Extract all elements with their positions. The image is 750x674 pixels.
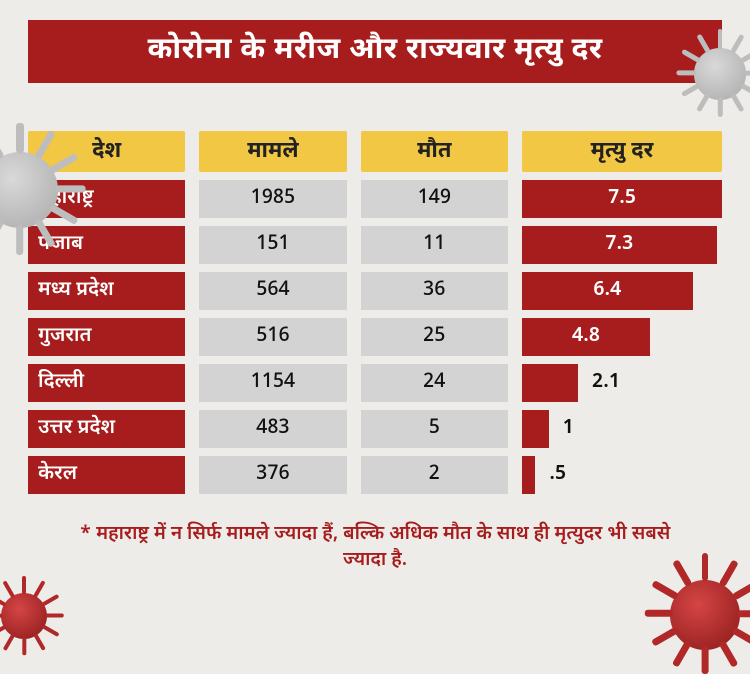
state-cell: गुजरात — [28, 318, 185, 356]
deaths-cell: 36 — [361, 272, 508, 310]
state-cell: उत्तर प्रदेश — [28, 410, 185, 448]
cases-cell: 151 — [199, 226, 346, 264]
state-label: मध्य प्रदेश — [38, 278, 114, 304]
virus-decoration-icon — [0, 580, 60, 652]
deaths-cell: 11 — [361, 226, 508, 264]
rate-value: .5 — [549, 462, 566, 488]
cases-cell: 1985 — [199, 180, 346, 218]
state-cell: महाराष्ट्र — [28, 180, 185, 218]
data-table: देश महाराष्ट्र पंजाब मध्य प्रदेश गुजरात … — [28, 131, 722, 494]
deaths-cell: 25 — [361, 318, 508, 356]
state-label: केरल — [38, 462, 77, 488]
virus-decoration-icon — [650, 560, 750, 670]
deaths-cell: 24 — [361, 364, 508, 402]
cases-cell: 516 — [199, 318, 346, 356]
header-deaths: मौत — [361, 131, 508, 172]
rate-row: 7.3 — [522, 226, 722, 264]
rate-value: 6.4 — [522, 278, 693, 304]
rate-value: 7.3 — [522, 232, 717, 258]
cases-cell: 483 — [199, 410, 346, 448]
rate-bar — [522, 410, 549, 448]
title-text: कोरोना के मरीज और राज्यवार मृत्यु दर — [147, 32, 602, 71]
column-state: देश महाराष्ट्र पंजाब मध्य प्रदेश गुजरात … — [28, 131, 185, 494]
cases-cell: 376 — [199, 456, 346, 494]
footnote: * महाराष्ट्र में न सिर्फ मामले ज्यादा है… — [60, 522, 690, 573]
state-label: दिल्ली — [38, 370, 84, 396]
rate-value: 1 — [563, 416, 574, 442]
state-cell: मध्य प्रदेश — [28, 272, 185, 310]
state-label: उत्तर प्रदेश — [38, 416, 115, 442]
column-deaths: मौत 149 11 36 25 24 5 2 — [361, 131, 508, 494]
rate-row: 6.4 — [522, 272, 722, 310]
title-bar: कोरोना के मरीज और राज्यवार मृत्यु दर — [28, 20, 722, 83]
rate-bar — [522, 456, 535, 494]
rate-value: 4.8 — [522, 324, 650, 350]
cases-cell: 564 — [199, 272, 346, 310]
state-cell: पंजाब — [28, 226, 185, 264]
deaths-cell: 5 — [361, 410, 508, 448]
rate-row: .5 — [522, 456, 722, 494]
header-cases: मामले — [199, 131, 346, 172]
rate-bar — [522, 364, 578, 402]
state-cell: केरल — [28, 456, 185, 494]
state-label: पंजाब — [38, 232, 83, 258]
rate-row: 7.5 — [522, 180, 722, 218]
rate-value: 7.5 — [522, 186, 722, 212]
rate-value: 2.1 — [592, 370, 620, 396]
column-cases: मामले 1985 151 564 516 1154 483 376 — [199, 131, 346, 494]
rate-row: 1 — [522, 410, 722, 448]
column-rate: मृत्यु दर 7.5 7.3 6.4 4.8 2.1 1 .5 — [522, 131, 722, 494]
rate-row: 4.8 — [522, 318, 722, 356]
rate-row: 2.1 — [522, 364, 722, 402]
state-label: गुजरात — [38, 324, 92, 350]
deaths-cell: 149 — [361, 180, 508, 218]
header-rate: मृत्यु दर — [522, 131, 722, 172]
header-state: देश — [28, 131, 185, 172]
state-cell: दिल्ली — [28, 364, 185, 402]
cases-cell: 1154 — [199, 364, 346, 402]
deaths-cell: 2 — [361, 456, 508, 494]
state-label: महाराष्ट्र — [38, 186, 94, 212]
